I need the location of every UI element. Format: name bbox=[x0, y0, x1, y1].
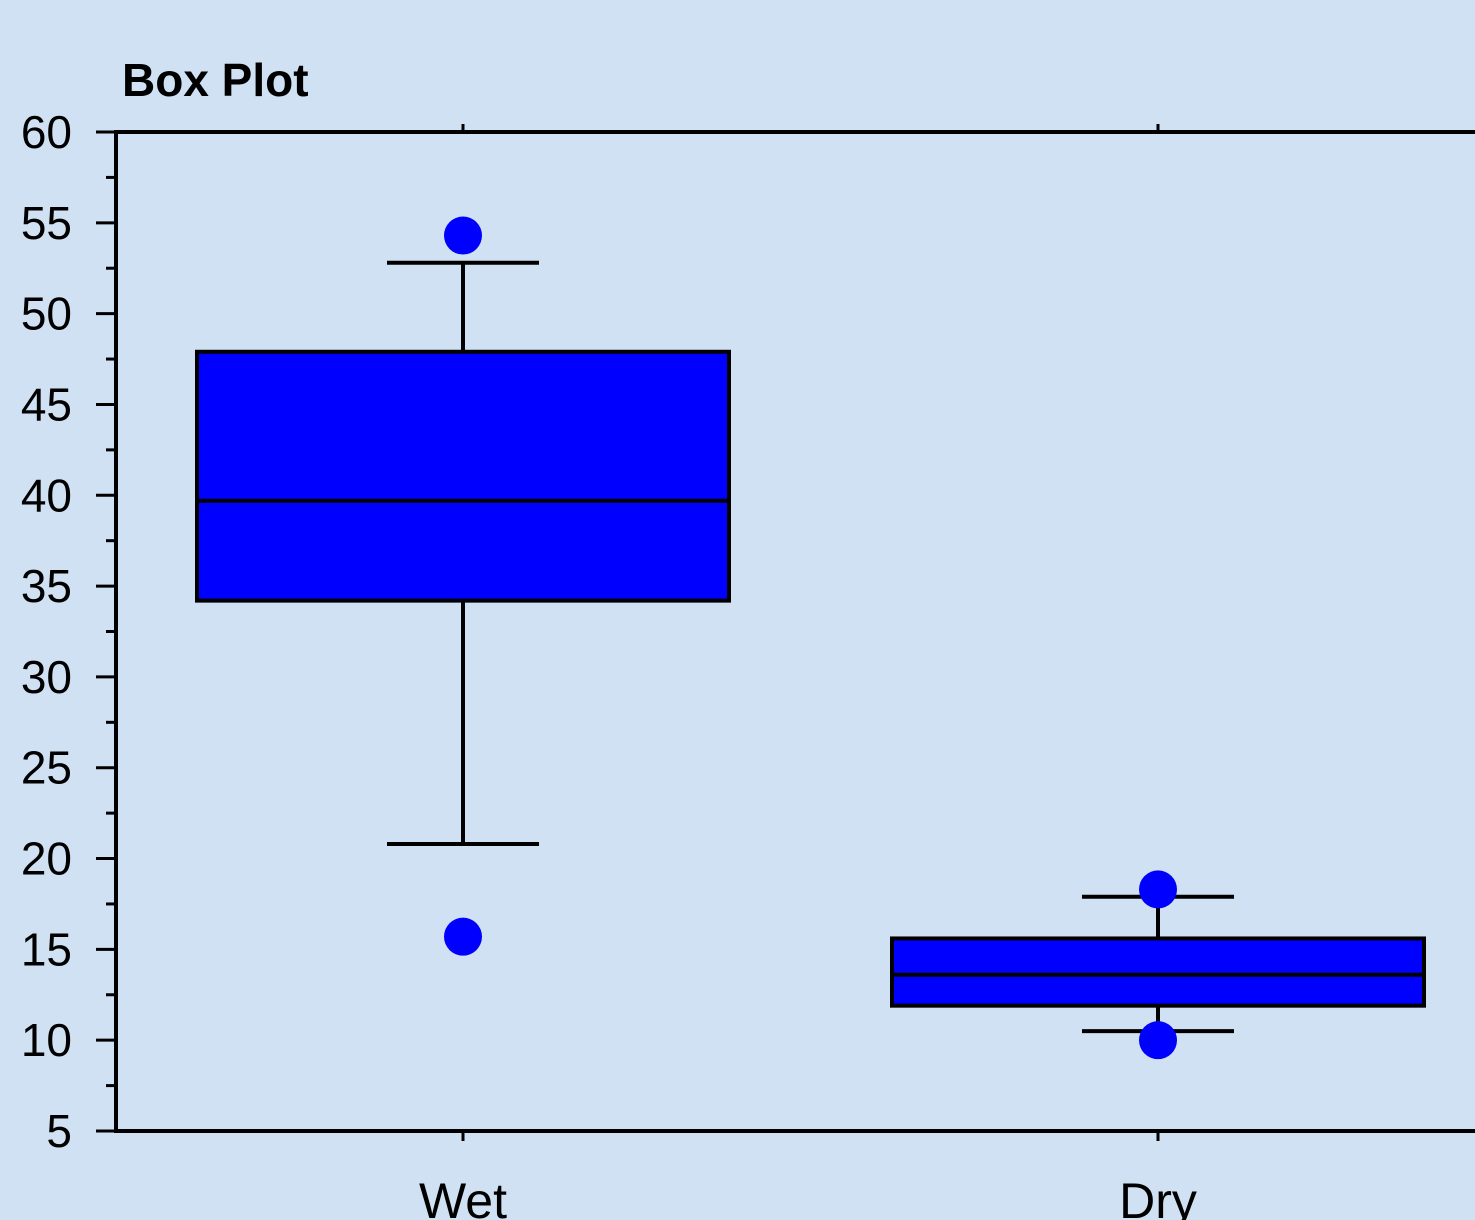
iqr-box bbox=[890, 936, 1426, 1008]
chart-title: Box Plot bbox=[122, 54, 309, 106]
box-wet bbox=[195, 216, 731, 956]
boxes bbox=[195, 216, 1426, 1060]
outlier-point bbox=[1139, 1021, 1177, 1060]
y-tick-label: 20 bbox=[21, 833, 72, 885]
iqr-box bbox=[195, 349, 731, 603]
category-label-wet: Wet bbox=[419, 1173, 507, 1220]
outlier-point bbox=[1139, 870, 1177, 909]
y-tick-label: 40 bbox=[21, 469, 72, 521]
y-tick-label: 10 bbox=[21, 1014, 72, 1066]
y-tick-label: 35 bbox=[21, 560, 72, 612]
outlier-point bbox=[444, 216, 482, 255]
outlier-point bbox=[444, 917, 482, 956]
category-labels: Wet Dry bbox=[419, 1173, 1197, 1220]
y-tick-label: 60 bbox=[21, 106, 72, 158]
y-tick-label: 55 bbox=[21, 197, 72, 249]
y-tick-label: 30 bbox=[21, 651, 72, 703]
category-label-dry: Dry bbox=[1119, 1173, 1197, 1220]
y-tick-label: 25 bbox=[21, 742, 72, 794]
y-axis-ticks: 60 55 50 45 40 35 30 25 20 15 10 5 bbox=[21, 106, 116, 1157]
y-tick-label: 15 bbox=[21, 923, 72, 975]
box-dry bbox=[890, 870, 1426, 1060]
y-tick-label: 5 bbox=[46, 1105, 72, 1157]
y-tick-label: 50 bbox=[21, 288, 72, 340]
y-tick-label: 45 bbox=[21, 378, 72, 430]
